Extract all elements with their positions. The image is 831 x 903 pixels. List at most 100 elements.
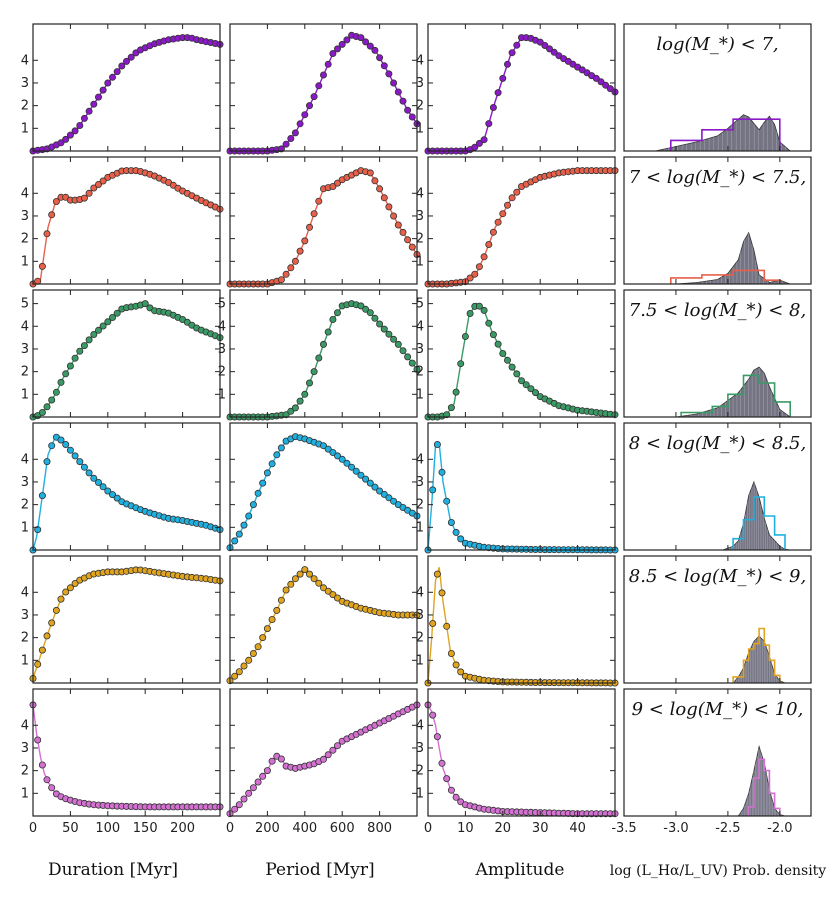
data-point <box>466 274 474 282</box>
data-point <box>231 672 239 680</box>
x-tick-label: 50 <box>62 821 79 836</box>
data-point <box>301 111 309 119</box>
y-tick-label: 3 <box>21 741 29 756</box>
data-point <box>333 45 341 53</box>
data-point <box>310 210 318 218</box>
data-point <box>80 342 88 350</box>
data-point <box>48 784 56 792</box>
data-point <box>277 276 285 284</box>
x-tick-label: 800 <box>367 821 392 836</box>
row-mass-label: 7 < log(M_*) < 7.5, <box>629 167 806 188</box>
data-point <box>329 50 337 58</box>
data-point <box>291 257 299 265</box>
panel-period-row5 <box>226 555 421 685</box>
data-point <box>508 194 516 202</box>
data-point <box>71 127 79 135</box>
data-point <box>249 784 257 792</box>
data-point <box>240 521 248 529</box>
data-point <box>499 210 507 218</box>
data-point <box>532 389 540 397</box>
data-point <box>366 169 374 177</box>
data-point <box>447 650 455 658</box>
data-point <box>433 733 441 741</box>
data-point <box>333 742 341 750</box>
x-tick-label: 0 <box>424 821 432 836</box>
x-tick-label: -3.5 <box>611 821 636 836</box>
data-point <box>240 795 248 803</box>
xlabel-period: Period [Myr] <box>265 860 374 880</box>
panel-duration-row1: 1 2 3 4 <box>21 23 224 155</box>
row-mass-label: 9 < log(M_*) < 10, <box>632 699 804 720</box>
data-point <box>518 377 526 385</box>
panel-period-row4 <box>226 422 421 552</box>
data-point <box>113 68 121 76</box>
data-point <box>480 306 488 314</box>
data-point <box>408 113 416 121</box>
data-point <box>366 309 374 317</box>
data-point <box>231 537 239 545</box>
panel-amplitude-row1: 1 2 3 4 <box>416 23 619 155</box>
x-tick-label: 400 <box>292 821 317 836</box>
y-tick-label: 1 <box>218 387 226 402</box>
panel-duration-row5: 1 2 3 4 <box>21 555 224 684</box>
y-tick-label: 4 <box>416 186 424 201</box>
data-point <box>485 240 493 248</box>
data-point <box>254 778 262 786</box>
row-mass-label: 7.5 < log(M_*) < 8, <box>629 300 806 321</box>
data-point <box>376 54 384 62</box>
data-point <box>48 211 56 219</box>
x-tick-label: -2.5 <box>715 821 740 836</box>
data-point <box>475 302 483 310</box>
x-tick-label: -3.0 <box>663 821 688 836</box>
data-point <box>38 262 46 270</box>
data-point <box>443 411 451 419</box>
y-tick-label: 1 <box>416 254 424 269</box>
data-point <box>343 459 351 467</box>
y-tick-label: 3 <box>21 76 29 91</box>
y-tick-label: 2 <box>218 365 226 380</box>
data-point <box>362 475 370 483</box>
data-point <box>324 587 332 595</box>
x-tick-label: -2.0 <box>767 821 792 836</box>
y-tick-label: 4 <box>416 452 424 467</box>
data-point <box>338 455 346 463</box>
data-point <box>508 363 516 371</box>
data-point <box>263 469 271 477</box>
data-point <box>433 440 441 448</box>
panel-frame <box>427 422 616 551</box>
data-point <box>310 575 318 583</box>
data-point <box>443 622 451 630</box>
panel-period-row3: 1 2 3 4 5 <box>218 289 421 421</box>
data-point <box>80 114 88 122</box>
data-point <box>52 388 60 396</box>
data-point <box>390 335 398 343</box>
data-point <box>263 767 271 775</box>
data-point <box>394 88 402 96</box>
panel-frame <box>32 156 221 285</box>
data-point <box>329 591 337 599</box>
panel-period-row1 <box>226 23 421 155</box>
y-tick-label: 3 <box>416 342 424 357</box>
panel-frame <box>32 422 221 551</box>
data-point <box>324 328 332 336</box>
data-point <box>461 332 469 340</box>
data-point <box>329 315 337 323</box>
panel-frame <box>229 688 418 817</box>
data-point <box>480 136 488 144</box>
panel-frame <box>427 23 616 152</box>
data-point <box>357 302 365 310</box>
data-point <box>277 596 285 604</box>
density-histogram <box>747 758 781 816</box>
data-point <box>385 330 393 338</box>
data-point <box>324 751 332 759</box>
data-point <box>240 662 248 670</box>
data-point <box>66 584 74 592</box>
data-point <box>282 586 290 594</box>
series-line <box>32 36 221 152</box>
data-point <box>522 381 530 389</box>
data-point <box>447 786 455 794</box>
data-point <box>550 48 558 56</box>
data-point <box>259 772 267 780</box>
data-point <box>80 194 88 202</box>
data-point <box>503 60 511 68</box>
